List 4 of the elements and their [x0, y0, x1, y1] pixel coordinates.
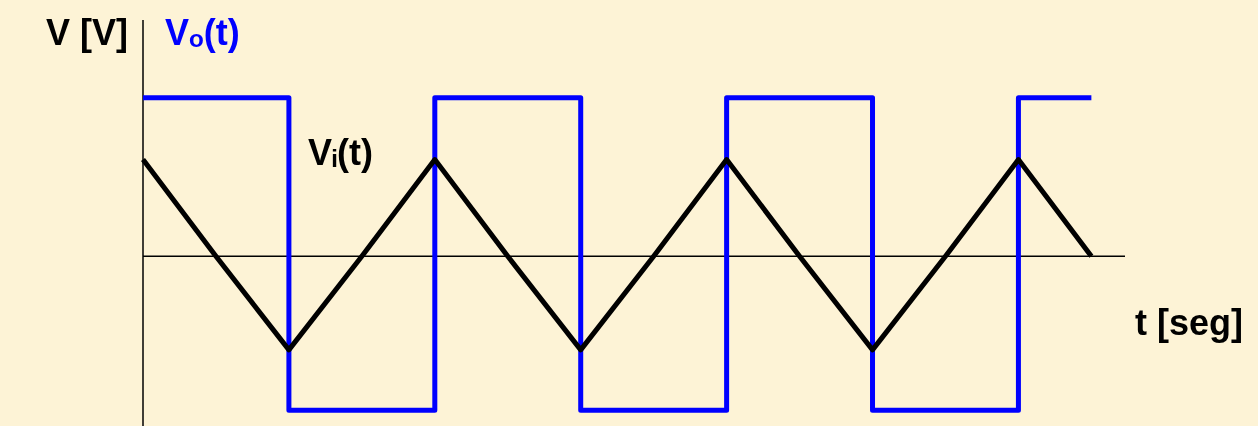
series-label: Vₒ(t)	[165, 12, 240, 53]
series-label: Vᵢ(t)	[308, 132, 374, 173]
x-axis-title: t [seg]	[1135, 302, 1243, 343]
y-axis-title: V [V]	[45, 12, 128, 53]
